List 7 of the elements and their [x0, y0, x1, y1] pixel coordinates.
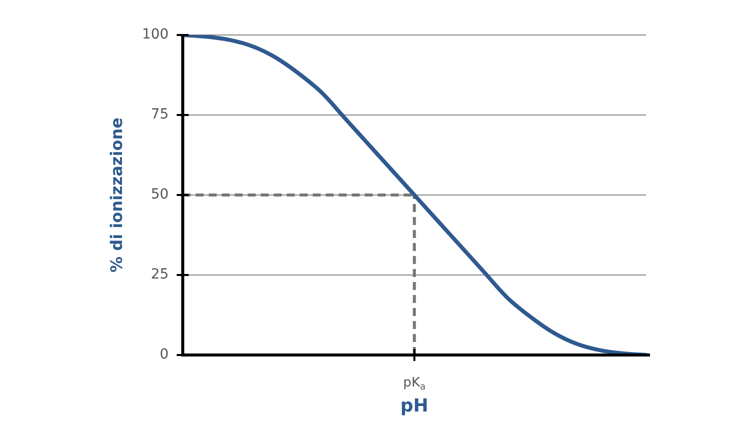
y-tick-label: 0	[160, 346, 169, 363]
x-axis-title: pH	[400, 396, 428, 417]
y-tick-label: 100	[142, 26, 169, 43]
y-tick-label: 75	[150, 106, 169, 123]
y-tick-label: 50	[150, 186, 169, 203]
y-tick-label: 25	[150, 266, 169, 283]
y-axis-title: % di ionizzazione	[107, 117, 126, 272]
